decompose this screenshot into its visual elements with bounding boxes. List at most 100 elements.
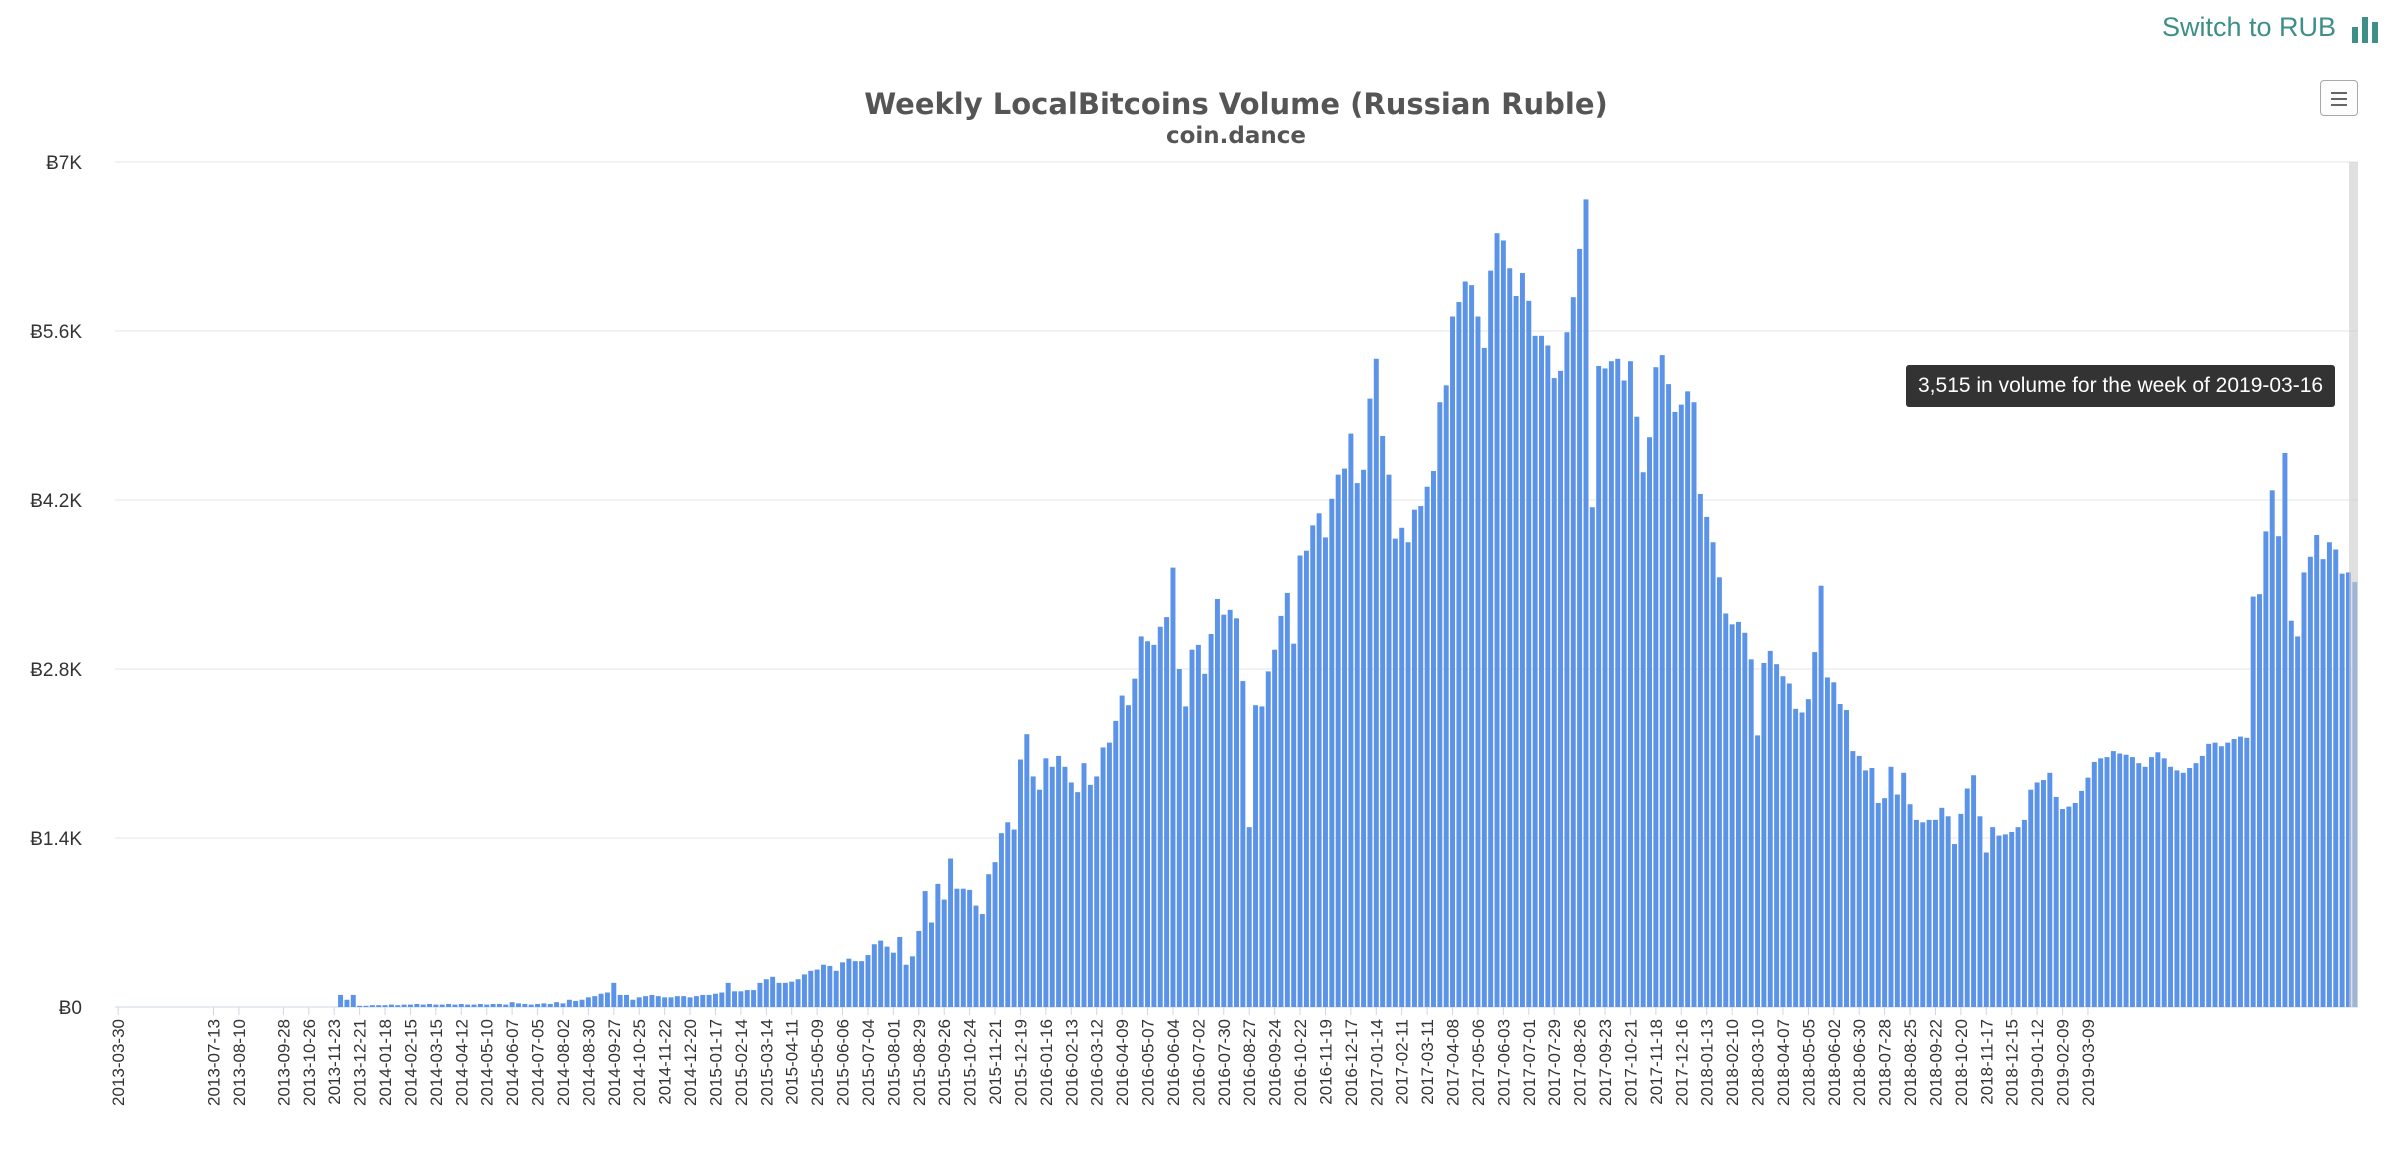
bar[interactable]: [960, 888, 966, 1007]
bar[interactable]: [2345, 572, 2351, 1007]
bar[interactable]: [1577, 248, 1583, 1007]
bar[interactable]: [2142, 766, 2148, 1007]
bar[interactable]: [1062, 766, 1068, 1007]
bar[interactable]: [509, 1002, 515, 1007]
bar[interactable]: [1011, 829, 1017, 1007]
bar[interactable]: [2263, 531, 2269, 1007]
bar[interactable]: [1837, 704, 1843, 1007]
bar[interactable]: [1589, 507, 1595, 1007]
bar[interactable]: [1170, 567, 1176, 1007]
bar[interactable]: [1532, 335, 1538, 1008]
bar[interactable]: [433, 1004, 439, 1007]
bar[interactable]: [649, 994, 655, 1007]
bar[interactable]: [1056, 755, 1062, 1007]
bar[interactable]: [1380, 436, 1386, 1007]
bar[interactable]: [1106, 742, 1112, 1007]
bar[interactable]: [490, 1003, 496, 1007]
bar[interactable]: [1539, 335, 1544, 1008]
bar[interactable]: [1151, 644, 1157, 1007]
bar[interactable]: [986, 874, 992, 1007]
bar[interactable]: [1507, 268, 1513, 1008]
bar[interactable]: [674, 996, 680, 1007]
bar[interactable]: [2339, 573, 2345, 1007]
bar[interactable]: [1386, 474, 1392, 1007]
bar[interactable]: [1189, 649, 1195, 1007]
bar[interactable]: [878, 940, 884, 1007]
bar[interactable]: [452, 1004, 458, 1007]
bar[interactable]: [446, 1003, 452, 1007]
bar[interactable]: [1291, 643, 1297, 1007]
bar[interactable]: [1926, 819, 1932, 1007]
bar[interactable]: [2066, 806, 2072, 1007]
bar[interactable]: [2091, 761, 2097, 1007]
bar[interactable]: [770, 976, 776, 1007]
bar[interactable]: [859, 961, 865, 1007]
bar[interactable]: [1145, 641, 1151, 1007]
bar[interactable]: [1742, 632, 1748, 1007]
bar[interactable]: [1094, 776, 1100, 1007]
bar[interactable]: [1526, 300, 1532, 1007]
bar[interactable]: [935, 883, 941, 1007]
bar[interactable]: [744, 990, 750, 1007]
bar[interactable]: [1983, 852, 1989, 1007]
bar[interactable]: [757, 982, 763, 1007]
bar[interactable]: [1844, 710, 1849, 1007]
bar[interactable]: [598, 993, 604, 1007]
bar[interactable]: [592, 996, 598, 1007]
bar[interactable]: [1545, 345, 1551, 1007]
bar[interactable]: [611, 982, 617, 1007]
bar[interactable]: [2021, 819, 2027, 1007]
bar[interactable]: [1570, 297, 1576, 1007]
bar[interactable]: [2218, 746, 2224, 1007]
bar[interactable]: [1653, 367, 1659, 1008]
bar[interactable]: [1723, 613, 1729, 1007]
bar[interactable]: [833, 970, 839, 1007]
bar[interactable]: [1297, 555, 1303, 1007]
bar[interactable]: [1932, 819, 1938, 1007]
bar[interactable]: [712, 993, 718, 1007]
bar[interactable]: [1907, 804, 1913, 1007]
bar[interactable]: [566, 999, 572, 1007]
bar[interactable]: [1558, 370, 1564, 1008]
bar[interactable]: [808, 970, 814, 1007]
bar[interactable]: [1920, 822, 1926, 1007]
bar[interactable]: [1551, 378, 1557, 1008]
bar[interactable]: [1278, 615, 1284, 1007]
bar[interactable]: [1602, 368, 1608, 1007]
bar[interactable]: [1691, 402, 1697, 1008]
bar[interactable]: [1075, 792, 1081, 1007]
bar[interactable]: [1265, 671, 1271, 1007]
bar[interactable]: [687, 997, 693, 1007]
bar[interactable]: [738, 991, 744, 1007]
bar[interactable]: [846, 958, 852, 1007]
bar[interactable]: [477, 1003, 483, 1007]
bar[interactable]: [2225, 742, 2231, 1007]
bar[interactable]: [522, 1003, 528, 1007]
bar[interactable]: [1869, 767, 1875, 1007]
bar[interactable]: [706, 994, 712, 1007]
bar[interactable]: [516, 1003, 521, 1007]
bar[interactable]: [1361, 469, 1367, 1007]
bar[interactable]: [541, 1003, 547, 1007]
bar[interactable]: [1621, 380, 1627, 1007]
bar[interactable]: [1183, 706, 1189, 1007]
switch-to-rub-link[interactable]: Switch to RUB: [2162, 12, 2380, 43]
bar[interactable]: [1818, 585, 1824, 1007]
bar[interactable]: [776, 982, 782, 1007]
bar[interactable]: [1608, 361, 1614, 1007]
bar[interactable]: [2060, 809, 2066, 1007]
bar[interactable]: [1126, 705, 1131, 1007]
bar[interactable]: [1736, 621, 1741, 1007]
bar[interactable]: [725, 982, 731, 1007]
bar[interactable]: [1119, 695, 1125, 1007]
bar[interactable]: [1081, 763, 1087, 1007]
bar[interactable]: [998, 833, 1004, 1007]
bar[interactable]: [700, 994, 706, 1007]
bar[interactable]: [2314, 535, 2320, 1007]
bar[interactable]: [795, 979, 801, 1007]
bar[interactable]: [439, 1004, 445, 1007]
bar[interactable]: [1666, 384, 1672, 1007]
bar[interactable]: [1405, 542, 1411, 1007]
bar[interactable]: [763, 979, 769, 1007]
bar[interactable]: [376, 1005, 382, 1007]
